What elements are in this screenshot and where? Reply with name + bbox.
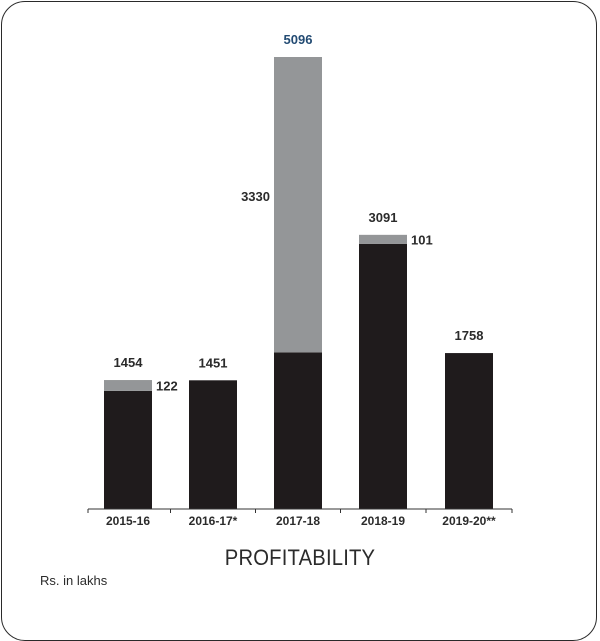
- chart-title: PROFITABILITY: [224, 545, 376, 570]
- bar-base-2018-19: [359, 243, 407, 510]
- segment-label-2018-19: 101: [411, 232, 433, 247]
- x-tick-label-2015-16: 2015-16: [106, 514, 150, 528]
- total-label-2019-20**: 1758: [455, 328, 484, 343]
- segment-label-2017-18: 3330: [241, 189, 270, 204]
- total-label-2018-19: 3091: [369, 210, 398, 225]
- bar-base-2019-20**: [445, 353, 493, 509]
- bar-top-2017-18: [274, 57, 322, 353]
- x-tick-label-2018-19: 2018-19: [361, 514, 405, 528]
- segment-label-2015-16: 122: [156, 378, 178, 393]
- bar-top-2015-16: [104, 380, 152, 391]
- bar-base-2017-18: [274, 352, 322, 509]
- bar-base-2016-17*: [189, 380, 237, 509]
- x-tick-label-2019-20**: 2019-20**: [442, 514, 496, 528]
- x-tick-label-2017-18: 2017-18: [276, 514, 320, 528]
- bar-top-2018-19: [359, 234, 407, 244]
- total-label-2015-16: 1454: [114, 355, 144, 370]
- x-tick-label-2016-17*: 2016-17*: [189, 514, 238, 528]
- total-label-2017-18: 5096: [284, 32, 313, 47]
- unit-label: Rs. in lakhs: [40, 573, 108, 588]
- profitability-chart: 1454 2015-16 1451 2016-17* 5096 2017-18 3091 20…: [87, 32, 513, 528]
- bar-base-2015-16: [104, 390, 152, 509]
- total-label-2016-17*: 1451: [199, 355, 228, 370]
